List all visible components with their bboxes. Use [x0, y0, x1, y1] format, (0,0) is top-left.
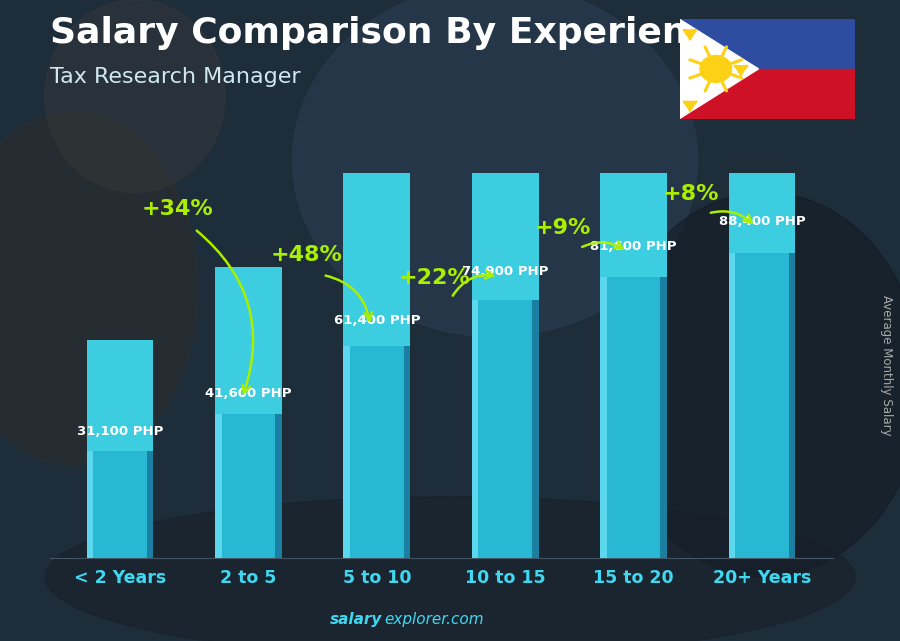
Bar: [728, 0, 796, 253]
Text: 88,400 PHP: 88,400 PHP: [718, 215, 806, 228]
Ellipse shape: [608, 192, 900, 577]
Bar: [344, 333, 350, 558]
Text: +34%: +34%: [142, 199, 213, 219]
Bar: [472, 283, 538, 558]
Text: 41,600 PHP: 41,600 PHP: [205, 387, 292, 399]
Bar: [147, 444, 154, 558]
Text: Average Monthly Salary: Average Monthly Salary: [880, 295, 893, 436]
Bar: [680, 69, 855, 119]
Text: salary: salary: [330, 612, 382, 627]
Bar: [472, 34, 538, 300]
Text: 74,900 PHP: 74,900 PHP: [462, 265, 548, 278]
Text: Salary Comparison By Experience: Salary Comparison By Experience: [50, 16, 733, 50]
Polygon shape: [734, 65, 748, 76]
Bar: [86, 340, 154, 451]
Ellipse shape: [45, 497, 855, 641]
Text: +9%: +9%: [535, 219, 591, 238]
Bar: [403, 333, 410, 558]
Bar: [661, 259, 667, 558]
Bar: [215, 405, 282, 558]
Text: +8%: +8%: [663, 184, 720, 204]
Text: 81,600 PHP: 81,600 PHP: [590, 240, 677, 253]
Text: 61,400 PHP: 61,400 PHP: [334, 314, 420, 327]
Ellipse shape: [292, 0, 698, 337]
Ellipse shape: [45, 0, 225, 192]
Bar: [86, 444, 94, 558]
Polygon shape: [680, 19, 759, 119]
Bar: [600, 259, 607, 558]
Text: explorer.com: explorer.com: [384, 612, 484, 627]
Text: +48%: +48%: [270, 246, 342, 265]
Bar: [728, 234, 796, 558]
Bar: [680, 19, 855, 69]
Bar: [600, 0, 667, 277]
Text: +22%: +22%: [399, 269, 471, 288]
Bar: [532, 283, 538, 558]
Bar: [344, 333, 410, 558]
Bar: [472, 283, 479, 558]
Bar: [788, 234, 796, 558]
Bar: [215, 405, 221, 558]
Ellipse shape: [0, 112, 198, 465]
Text: 31,100 PHP: 31,100 PHP: [76, 425, 163, 438]
Bar: [344, 128, 410, 346]
Circle shape: [700, 56, 732, 82]
Bar: [215, 267, 282, 415]
Bar: [600, 259, 667, 558]
Text: Tax Research Manager: Tax Research Manager: [50, 67, 300, 87]
Bar: [728, 234, 735, 558]
Polygon shape: [683, 101, 698, 112]
Polygon shape: [683, 29, 698, 40]
Bar: [275, 405, 282, 558]
Bar: [86, 444, 154, 558]
